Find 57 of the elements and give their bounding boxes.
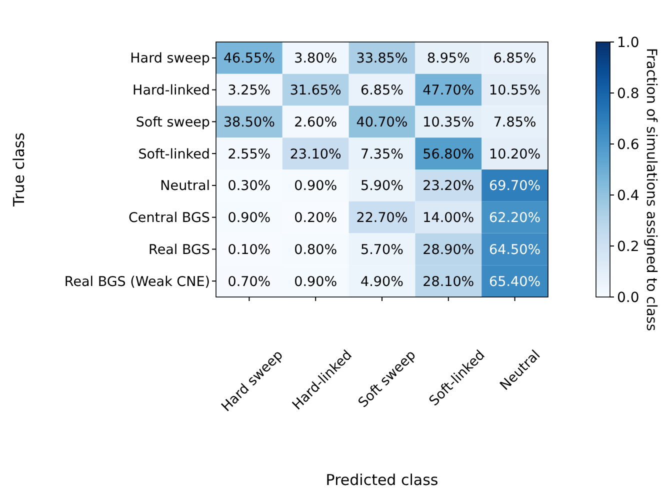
data-label: 3.25% (228, 82, 271, 99)
color-bar-label: 1.0 (617, 34, 640, 51)
data-label: 56.80% (422, 146, 474, 162)
data-label: 65.40% (489, 274, 541, 290)
data-label: 22.70% (356, 210, 408, 226)
data-label: 0.20% (294, 210, 338, 226)
data-label: 0.90% (294, 274, 338, 290)
data-label: 40.70% (356, 114, 408, 130)
color-bar-label: 0.8 (617, 86, 640, 102)
data-label: 64.50% (489, 242, 541, 258)
data-label: 47.70% (422, 82, 474, 99)
data-label: 4.90% (360, 274, 404, 290)
data-label: 2.55% (228, 146, 271, 162)
y-tick-label: Neutral (160, 178, 210, 194)
data-label: 0.80% (294, 242, 338, 258)
color-bar-label: 0.6 (617, 136, 640, 153)
data-label: 3.80% (294, 50, 338, 67)
data-label: 0.90% (294, 178, 338, 194)
data-label: 0.10% (228, 242, 271, 258)
data-label: 0.90% (228, 210, 271, 226)
x-axis-title: Predicted class (326, 471, 438, 489)
y-tick-label: Soft-linked (138, 146, 210, 162)
data-label: 0.70% (228, 274, 271, 290)
data-label: 62.20% (489, 210, 541, 226)
data-label: 28.10% (422, 274, 474, 290)
data-label: 23.10% (290, 146, 342, 162)
color-bar-label: 0.4 (617, 188, 640, 204)
y-tick-label: Soft sweep (136, 114, 210, 130)
data-label: 5.70% (360, 242, 404, 258)
data-label: 5.90% (360, 178, 404, 194)
data-label: 0.30% (228, 178, 271, 194)
data-label: 28.90% (422, 242, 474, 258)
data-label: 8.95% (426, 50, 470, 67)
data-label: 69.70% (489, 178, 541, 194)
data-label: 6.85% (493, 50, 536, 67)
y-tick-label: Central BGS (128, 210, 210, 226)
y-tick-label: Hard-linked (132, 82, 210, 99)
y-tick-label: Real BGS (Weak CNE) (64, 274, 210, 290)
data-label: 10.20% (489, 146, 541, 162)
color-bar-label: 0.0 (617, 290, 640, 306)
data-label: 46.55% (223, 50, 276, 67)
data-label: 7.35% (360, 146, 404, 162)
data-label: 31.65% (290, 82, 342, 99)
color-bar-title: Fraction of simulations assigned to class (642, 48, 659, 332)
data-label: 10.35% (422, 114, 474, 130)
data-label: 10.55% (489, 82, 541, 99)
y-tick-label: Hard sweep (130, 50, 210, 67)
data-label: 23.20% (422, 178, 474, 194)
data-label: 33.85% (356, 50, 408, 67)
data-label: 14.00% (422, 210, 474, 226)
color-bar-label: 0.2 (617, 238, 640, 255)
y-tick-label: Real BGS (148, 242, 210, 258)
y-axis-title: True class (10, 132, 28, 208)
data-label: 2.60% (294, 114, 338, 130)
data-label: 38.50% (223, 114, 276, 130)
data-label: 7.85% (493, 114, 536, 130)
data-label: 6.85% (360, 82, 404, 99)
